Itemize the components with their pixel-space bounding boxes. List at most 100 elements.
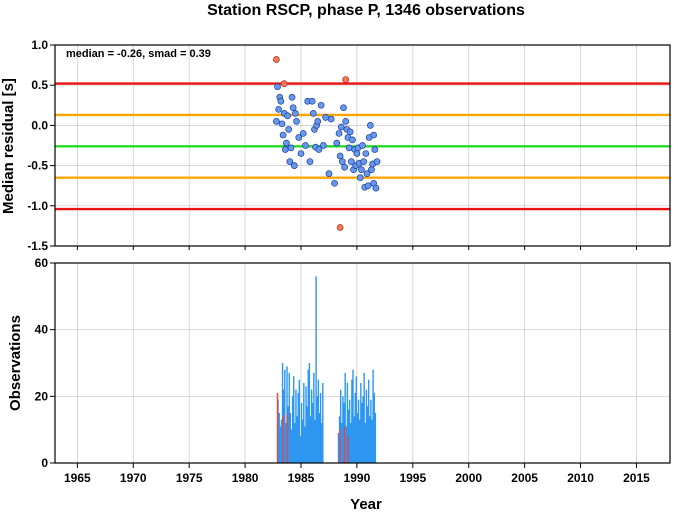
residual-point: [297, 150, 305, 157]
observations-outlier-bar: [276, 393, 279, 463]
residual-y-tick-label: 1.0: [31, 38, 48, 52]
observations-bar: [353, 416, 355, 463]
observations-bar: [316, 396, 318, 463]
observations-bar: [318, 413, 321, 463]
observations-outlier-bar: [347, 436, 349, 463]
residual-point: [277, 97, 285, 105]
residual-point: [364, 182, 372, 190]
residual-point: [293, 118, 300, 125]
residual-point: [339, 158, 346, 165]
residual-point: [333, 139, 341, 147]
observations-bar: [350, 423, 352, 463]
observations-bar: [352, 369, 354, 463]
observations-bar: [297, 393, 299, 463]
x-tick-label: 1970: [120, 471, 147, 485]
observations-bar: [348, 399, 351, 463]
observations-bar: [346, 383, 349, 463]
x-tick-label: 1990: [344, 471, 371, 485]
residual-point: [278, 120, 286, 128]
observations-bar: [356, 413, 359, 463]
residual-point: [279, 131, 287, 139]
chart-title: Station RSCP, phase P, 1346 observations: [207, 2, 525, 19]
observations-bar: [366, 406, 369, 463]
residual-point: [356, 174, 364, 182]
observations-bar: [314, 419, 316, 463]
residual-points: [273, 56, 381, 231]
observations-bar: [317, 379, 320, 463]
residual-point: [274, 83, 281, 91]
observations-bar: [296, 416, 298, 463]
observations-bar: [374, 413, 377, 463]
observations-bar: [290, 429, 293, 463]
observations-outlier-bar: [343, 426, 346, 463]
observations-bar: [306, 406, 308, 463]
observations-bar: [279, 426, 282, 463]
observations-bar: [355, 376, 358, 463]
x-tick-label: 2005: [511, 471, 538, 485]
observations-bar: [339, 389, 342, 463]
x-tick-label: 2015: [623, 471, 650, 485]
observations-bar: [373, 393, 375, 463]
observations-bar: [289, 413, 292, 463]
residual-point: [340, 104, 347, 112]
observations-bar: [345, 426, 347, 463]
residual-point: [345, 144, 353, 152]
residual-point: [373, 158, 381, 165]
observations-bar: [284, 369, 286, 463]
residual-point: [281, 146, 289, 153]
residual-outlier-point: [342, 76, 350, 83]
x-tick-label: 2010: [567, 471, 594, 485]
observations-bar: [365, 389, 368, 463]
residual-y-axis-label: Median residual [s]: [0, 78, 17, 214]
observations-y-tick-label: 40: [35, 323, 49, 337]
observations-bar: [363, 373, 365, 463]
observations-bar: [293, 376, 295, 463]
observations-bar: [370, 399, 372, 463]
residual-point: [284, 112, 291, 120]
observations-bar: [304, 426, 306, 463]
residual-y-tick-label: -1.0: [27, 199, 48, 213]
observations-bar: [305, 386, 307, 463]
residual-point: [358, 166, 365, 173]
observations-bar: [294, 423, 296, 463]
observations-bar: [347, 409, 350, 463]
observations-bar: [303, 383, 305, 463]
residual-point: [320, 142, 327, 149]
observations-bar: [357, 399, 360, 463]
observations-bar: [341, 423, 343, 463]
residual-y-tick-label: 0.5: [31, 78, 48, 92]
observations-bar: [291, 396, 294, 463]
residual-point: [349, 136, 356, 144]
residual-point: [362, 150, 370, 157]
residual-point: [359, 142, 366, 149]
residual-point: [308, 97, 316, 105]
observations-y-tick-label: 20: [35, 389, 49, 403]
residual-point: [314, 118, 322, 125]
observations-outlier-bar: [339, 429, 341, 463]
residual-point: [295, 134, 303, 141]
residual-x-ticks: [76, 246, 637, 250]
observations-bar: [364, 423, 366, 463]
observations-bar: [301, 419, 304, 463]
residual-outlier-point: [280, 80, 288, 87]
x-tick-label: 1995: [399, 471, 426, 485]
observations-panel: 0 20 40 60 1965 1970 1975 1980 1985 1990 1995 2000…: [7, 256, 671, 513]
observations-bar: [362, 396, 364, 463]
observations-y-tick-label: 0: [41, 456, 48, 470]
residual-point: [363, 170, 371, 177]
x-axis-label: Year: [350, 496, 382, 511]
residual-point: [322, 114, 329, 121]
x-tick-label: 1975: [176, 471, 203, 485]
residual-point: [283, 139, 290, 147]
residual-point: [336, 152, 344, 160]
residual-point: [273, 118, 280, 125]
residual-point: [306, 158, 314, 165]
residual-point: [337, 123, 345, 131]
observations-bar: [280, 419, 283, 463]
residual-y-tick-label: -1.5: [27, 239, 48, 253]
observations-bar: [342, 396, 344, 463]
observations-y-axis-label: Observations: [7, 315, 24, 411]
observations-bar: [337, 433, 340, 463]
x-tick-label: 1965: [64, 471, 91, 485]
